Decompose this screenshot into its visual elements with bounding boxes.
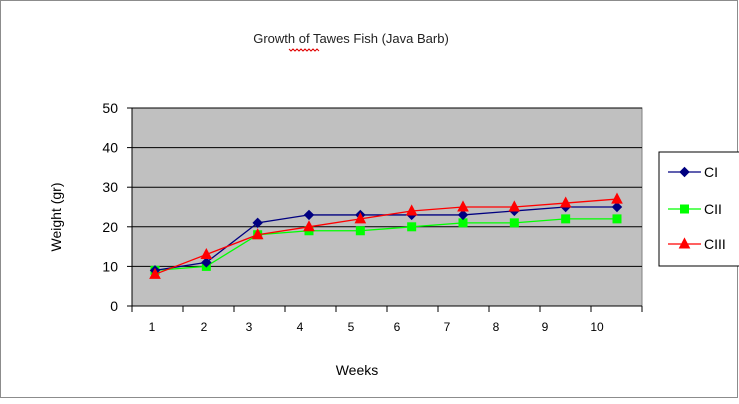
- data-point: [457, 209, 469, 221]
- gridlines: [127, 107, 642, 307]
- legend: CI CII CIII: [658, 151, 739, 267]
- legend-label: CIII: [704, 236, 726, 252]
- data-point: [561, 214, 571, 224]
- x-tick-label: 9: [542, 320, 549, 334]
- x-tick-label: 1: [149, 320, 156, 334]
- data-point: [200, 247, 213, 260]
- x-axis-ticks: 1 2 3 4 5 6 7 8 9 10: [131, 306, 643, 334]
- data-point: [355, 226, 365, 236]
- data-point: [407, 222, 417, 232]
- x-tick-label: 4: [297, 320, 304, 334]
- x-tick-label: 2: [201, 320, 208, 334]
- data-point: [457, 200, 469, 212]
- y-tick-label: 30: [102, 179, 118, 195]
- y-tick-label: 10: [102, 258, 118, 274]
- series-line-cii: [154, 218, 617, 272]
- y-tick-label: 50: [102, 100, 118, 116]
- plot-background: [131, 107, 643, 307]
- legend-items: CI CII CIII: [668, 164, 726, 252]
- y-tick-label: 20: [102, 219, 118, 235]
- data-point: [559, 196, 572, 208]
- legend-label: CII: [704, 201, 722, 217]
- legend-label: CI: [704, 164, 718, 180]
- data-point: [354, 212, 367, 224]
- data-point: [612, 214, 622, 224]
- legend-item-ci: CI: [668, 164, 718, 180]
- legend-marker: [679, 166, 690, 178]
- spellcheck-underline: [288, 48, 320, 52]
- data-point: [201, 257, 212, 268]
- x-axis-label: Weeks: [336, 362, 379, 378]
- data-point: [303, 209, 315, 221]
- x-tick-label: 7: [444, 320, 451, 334]
- data-point: [508, 200, 521, 212]
- series-layer: [149, 192, 623, 279]
- legend-marker: [678, 237, 691, 249]
- series-ciii: [149, 192, 623, 279]
- legend-marker: [680, 204, 689, 214]
- data-point: [251, 228, 264, 240]
- chart-title: Growth of Tawes Fish (Java Barb): [253, 31, 449, 46]
- plot-area: [131, 107, 643, 307]
- x-tick-label: 3: [246, 320, 253, 334]
- y-axis-ticks: 0 10 20 30 40 50: [102, 100, 132, 314]
- y-tick-label: 40: [102, 140, 118, 156]
- x-tick-label: 5: [348, 320, 355, 334]
- legend-item-ciii: CIII: [668, 236, 726, 252]
- y-tick-label: 0: [110, 298, 118, 314]
- data-point: [611, 192, 623, 204]
- legend-item-cii: CII: [668, 201, 722, 217]
- series-line-ciii: [154, 198, 618, 275]
- y-axis-label: Weight (gr): [48, 183, 64, 252]
- x-tick-label: 6: [394, 320, 401, 334]
- x-tick-label: 10: [590, 320, 604, 334]
- x-tick-label: 8: [493, 320, 500, 334]
- data-point: [611, 201, 623, 213]
- data-point: [509, 218, 519, 228]
- data-point: [252, 217, 263, 229]
- data-point: [405, 204, 418, 216]
- data-point: [303, 220, 315, 232]
- data-point: [149, 267, 161, 279]
